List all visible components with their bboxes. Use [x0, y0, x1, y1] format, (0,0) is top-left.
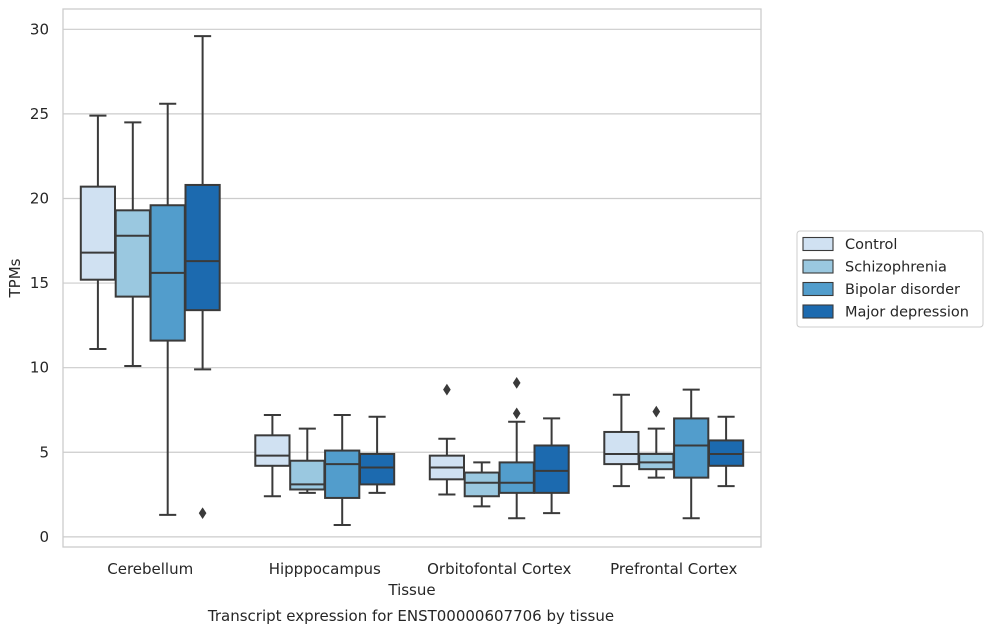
x-tick-label: Cerebellum — [107, 560, 193, 578]
box-iqr — [673, 417, 710, 479]
y-tick-label: 20 — [30, 189, 49, 207]
legend-label: Major depression — [845, 305, 969, 321]
legend-swatch — [802, 281, 834, 297]
x-tick-labels: Cerebellum Hipppocampus Orbitofontal Corte… — [107, 560, 737, 578]
box-major-depression — [358, 415, 396, 494]
chart-caption: Transcript expression for ENST0000060770… — [207, 607, 614, 625]
box-bipolar-disorder — [498, 377, 535, 520]
legend-label: Control — [845, 237, 897, 253]
box-iqr — [114, 209, 151, 298]
y-tick-label: 15 — [30, 274, 49, 292]
box-major-depression — [533, 417, 570, 515]
y-tick-label: 5 — [39, 443, 49, 461]
legend-swatch — [802, 236, 834, 252]
box-schizophrenia — [638, 405, 675, 479]
y-axis-label: TPMs — [6, 258, 24, 298]
box-iqr — [324, 449, 361, 499]
plot-frame — [62, 8, 762, 548]
box-major-depression — [184, 35, 221, 520]
y-tick-label: 10 — [30, 359, 49, 377]
x-tick-label: Orbitofontal Cortex — [427, 560, 571, 578]
box-iqr — [498, 461, 535, 494]
box-iqr — [603, 430, 640, 466]
box-iqr — [184, 183, 221, 312]
box-schizophrenia — [289, 427, 326, 494]
box-control — [603, 393, 640, 488]
outlier-point — [512, 377, 521, 389]
box-iqr — [79, 185, 117, 281]
box-control — [79, 114, 117, 351]
y-tick-labels: 0 5 10 15 20 25 30 — [30, 20, 49, 546]
box-iqr — [358, 452, 396, 486]
legend-swatch — [802, 304, 834, 319]
outlier-point — [652, 405, 661, 418]
outlier-point — [198, 507, 207, 520]
box-bipolar-disorder — [149, 102, 186, 516]
x-tick-label: Prefrontal Cortex — [610, 560, 737, 578]
legend: Control Schizophrenia Bipolar disorder Majo… — [796, 230, 984, 328]
box-control — [428, 383, 466, 496]
legend-frame — [796, 230, 984, 328]
box-schizophrenia — [463, 461, 500, 508]
legend-label: Schizophrenia — [845, 260, 947, 276]
box-major-depression — [707, 415, 745, 488]
box-schizophrenia — [114, 121, 151, 367]
box-bipolar-disorder — [324, 414, 361, 527]
box-iqr — [463, 471, 500, 498]
outlier-point — [443, 383, 451, 396]
box-control — [254, 414, 291, 498]
legend-swatch — [802, 259, 834, 274]
y-tick-label: 30 — [30, 20, 49, 38]
y-tick-label: 25 — [30, 105, 49, 123]
box-iqr — [533, 444, 570, 494]
box-plots — [79, 35, 745, 527]
x-tick-label: Hipppocampus — [269, 560, 381, 578]
box-bipolar-disorder — [673, 388, 710, 520]
x-axis-label: Tissue — [387, 581, 435, 599]
outlier-point — [512, 407, 521, 420]
y-tick-label: 0 — [39, 528, 49, 546]
box-iqr — [254, 434, 291, 467]
legend-label: Bipolar disorder — [845, 282, 960, 298]
